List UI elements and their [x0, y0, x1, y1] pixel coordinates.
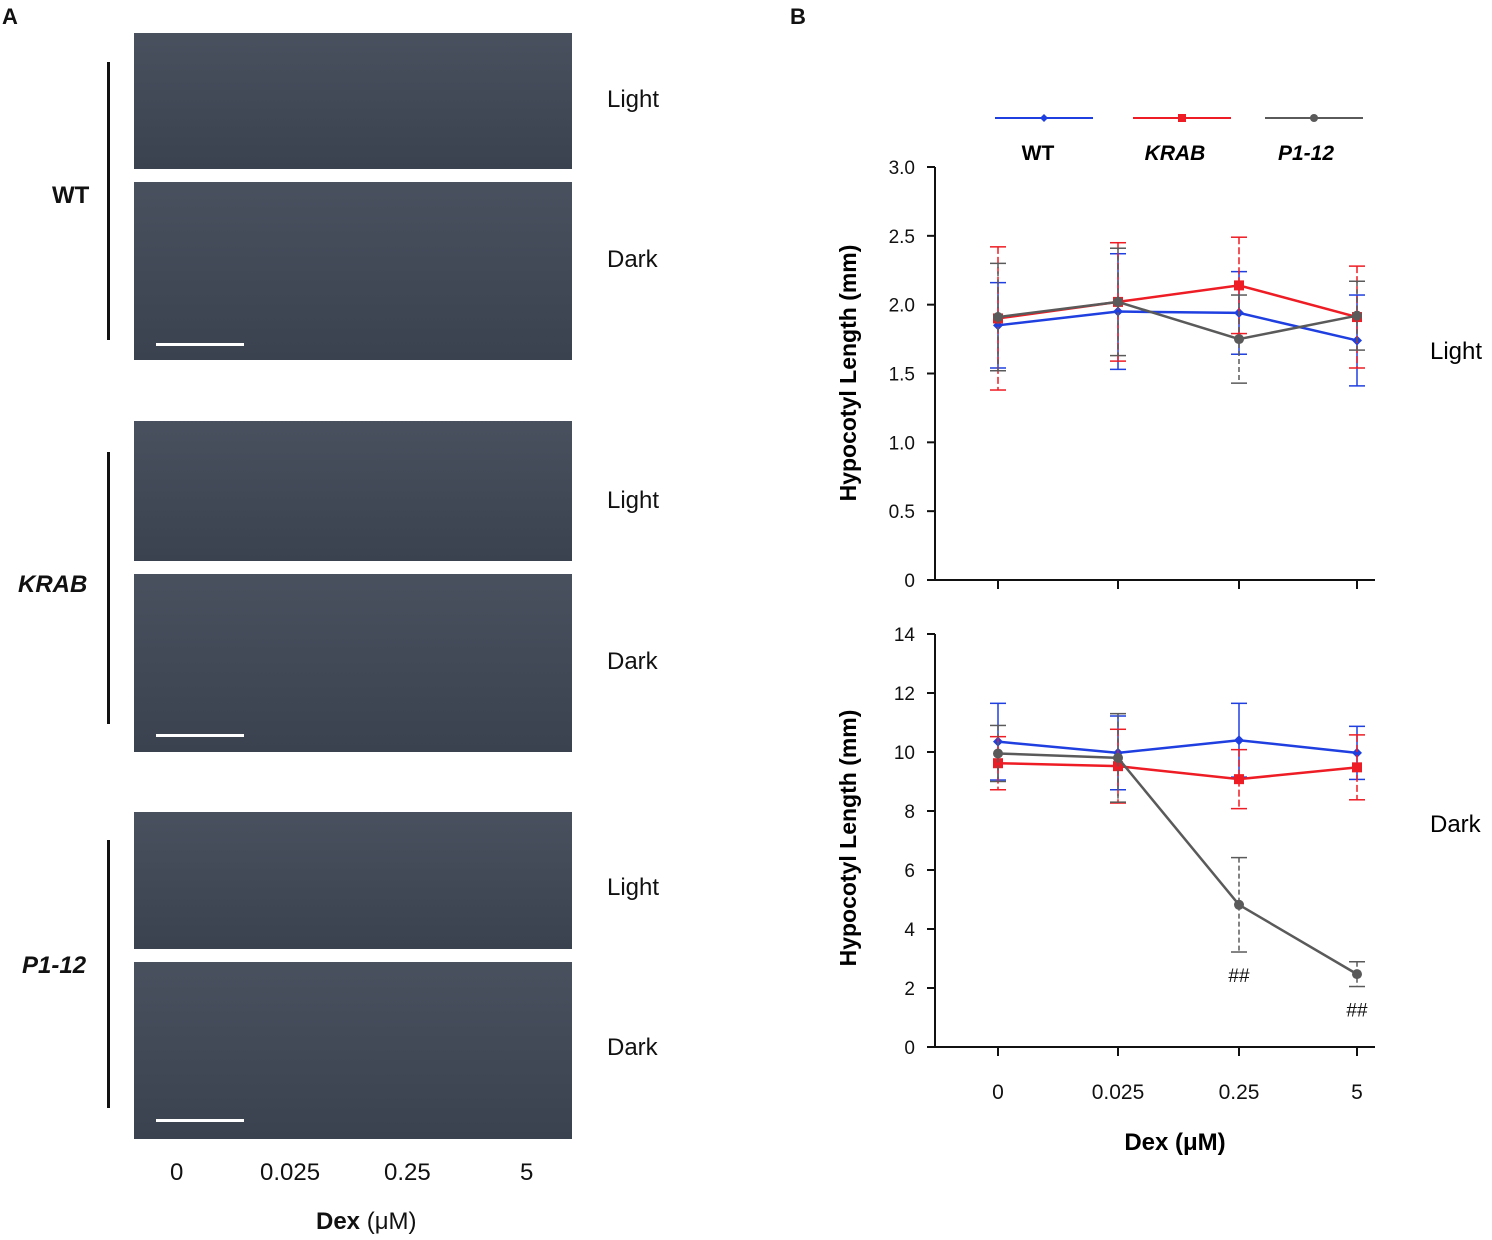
light-point-p1-12: [993, 312, 1003, 323]
dark-error-bar-p1-12: [1231, 856, 1247, 953]
dark-point-p1-12: [1234, 899, 1244, 910]
x-axis-label-bold: Dex: [316, 1208, 361, 1235]
scale-bar: [156, 343, 244, 346]
legend-marker-p1-12: [1310, 114, 1318, 122]
legend-label-p1-12: P1-12: [1278, 142, 1334, 165]
dark-y-tick-label: 10: [894, 743, 915, 764]
seedling-photo-p1-12-light: [134, 812, 572, 949]
seedling-photo-wt-light: [134, 33, 572, 169]
dark-x-tick-label: 0.025: [1092, 1081, 1145, 1104]
dose-label-0: 0: [170, 1159, 184, 1186]
light-point-p1-12: [1113, 296, 1123, 307]
light-error-bar-krab: [1110, 241, 1126, 362]
panel-b-label: B: [790, 4, 806, 29]
panel-a-label: A: [2, 4, 18, 29]
dark-chart: 0 2 4 6 8 10 12 14 0 0.025 0.25 5 ## ##: [894, 625, 1375, 1104]
light-point-wt: [1113, 306, 1123, 317]
panel-a-x-axis-label: Dex (μM): [316, 1208, 417, 1236]
light-error-bar-p1-12: [990, 262, 1006, 372]
seedling-photo-wt-dark: [134, 182, 572, 360]
dose-label-0-25: 0.25: [384, 1159, 431, 1186]
legend-label-wt: WT: [1022, 142, 1055, 165]
dark-x-tick-label: 0: [992, 1081, 1004, 1104]
dark-point-p1-12: [1113, 752, 1123, 763]
krab-group-bracket: [107, 452, 110, 724]
legend-label-krab: KRAB: [1145, 142, 1206, 165]
light-point-p1-12: [1352, 310, 1362, 321]
wt-group-bracket: [107, 62, 110, 340]
dark-x-tick-label: 5: [1351, 1081, 1363, 1104]
genotype-label-wt: WT: [52, 182, 90, 209]
condition-label-wt-dark: Dark: [607, 246, 658, 273]
dark-y-tick-label: 14: [894, 625, 916, 646]
dark-series-line-krab: [997, 761, 1358, 781]
light-y-tick-label: 1.0: [889, 433, 915, 454]
dark-y-tick-label: 2: [904, 979, 915, 1000]
condition-label-wt-light: Light: [607, 86, 660, 113]
dark-chart-y-axis-label: Hypocotyl Length (mm): [835, 710, 861, 967]
seedling-photo-krab-dark: [134, 574, 572, 752]
light-y-tick-label: 0.5: [889, 502, 915, 523]
dark-y-tick-label: 4: [904, 920, 915, 941]
light-y-tick-label: 2.0: [889, 296, 915, 317]
dark-series-line-p1-12: [997, 752, 1358, 976]
legend-marker-wt: [1040, 114, 1048, 122]
light-series-line-krab: [997, 284, 1358, 320]
light-error-bar-krab: [1231, 236, 1247, 335]
light-chart: 0 0.5 1.0 1.5 2.0 2.5 3.0: [889, 158, 1375, 592]
condition-label-p1-12-light: Light: [607, 874, 660, 901]
dark-point-krab: [1234, 774, 1244, 785]
light-chart-y-axis-label: Hypocotyl Length (mm): [835, 245, 861, 502]
light-error-bar-p1-12: [1110, 247, 1126, 357]
dark-point-krab: [993, 758, 1003, 769]
dark-y-tick-label: 6: [904, 861, 915, 882]
significance-annotation: ##: [1346, 1001, 1368, 1022]
seedling-photo-p1-12-dark: [134, 962, 572, 1139]
dark-y-tick-label: 12: [894, 684, 915, 705]
dark-y-tick-label: 8: [904, 802, 915, 823]
dark-chart-condition-label: Dark: [1430, 811, 1482, 838]
dark-series-line-wt: [997, 738, 1358, 755]
light-y-tick-label: 1.5: [889, 365, 915, 386]
dark-y-tick-label: 0: [904, 1038, 915, 1059]
x-axis-label-unit: (μM): [366, 1208, 417, 1235]
light-point-p1-12: [1234, 334, 1244, 345]
scale-bar: [156, 1119, 244, 1122]
scale-bar: [156, 734, 244, 737]
dark-error-bar-krab: [1231, 748, 1247, 810]
light-y-tick-label: 2.5: [889, 227, 915, 248]
dark-point-wt: [1352, 747, 1362, 758]
light-chart-condition-label: Light: [1430, 338, 1482, 365]
genotype-label-p1-12: P1-12: [22, 952, 87, 979]
dark-point-wt: [1234, 735, 1244, 746]
dark-chart-x-axis-label: Dex (μM): [1124, 1129, 1225, 1156]
seedling-photo-krab-light: [134, 421, 572, 561]
light-series-line-p1-12: [997, 300, 1358, 341]
chart-legend: WT KRAB P1-12: [995, 114, 1363, 165]
condition-label-krab-light: Light: [607, 487, 660, 514]
light-point-krab: [1234, 280, 1244, 291]
dark-point-krab: [1352, 762, 1362, 773]
condition-label-krab-dark: Dark: [607, 648, 658, 675]
dark-point-p1-12: [993, 748, 1003, 759]
dark-point-p1-12: [1352, 969, 1362, 980]
light-y-tick-label: 3.0: [889, 158, 915, 179]
significance-annotation: ##: [1228, 966, 1250, 987]
genotype-label-krab: KRAB: [18, 571, 88, 598]
p1-12-group-bracket: [107, 840, 110, 1108]
dark-x-tick-label: 0.25: [1219, 1081, 1260, 1104]
legend-marker-krab: [1178, 114, 1186, 122]
light-y-tick-label: 0: [904, 571, 915, 592]
dose-label-0-025: 0.025: [260, 1159, 321, 1186]
condition-label-p1-12-dark: Dark: [607, 1034, 658, 1061]
dose-label-5: 5: [520, 1159, 534, 1186]
